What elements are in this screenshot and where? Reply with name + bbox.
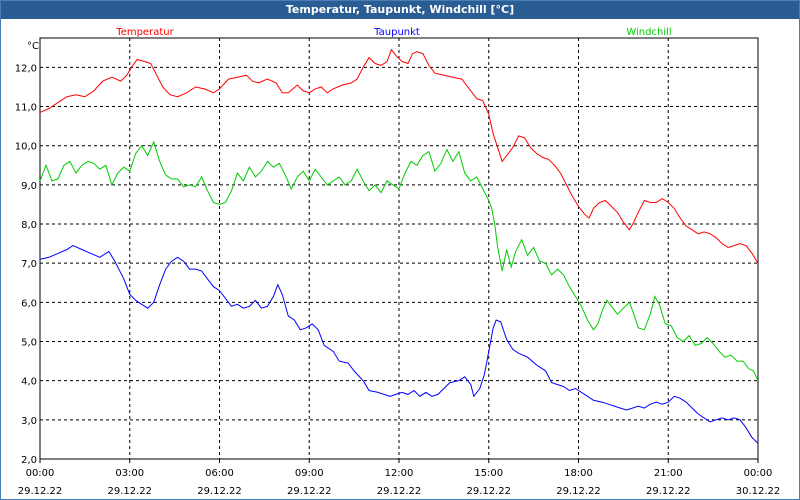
x-tick-date: 29.12.22: [287, 486, 332, 497]
y-tick-label: 3,0: [21, 416, 37, 427]
x-tick-date: 29.12.22: [556, 486, 601, 497]
y-tick-label: 7,0: [21, 259, 37, 270]
plot-frame: [39, 37, 759, 460]
y-tick-label: 6,0: [21, 298, 37, 309]
legend-taupunkt: Taupunkt: [373, 27, 420, 38]
x-tick-time: 15:00: [474, 468, 503, 479]
x-tick-time: 06:00: [205, 468, 234, 479]
x-tick-date: 30.12.22: [736, 486, 781, 497]
y-tick-label: 8,0: [21, 220, 37, 231]
legend-temperatur: Temperatur: [115, 27, 174, 38]
x-tick-time: 03:00: [115, 468, 144, 479]
x-tick-date: 29.12.22: [107, 486, 152, 497]
grid-layer: [39, 38, 759, 460]
x-tick-time: 09:00: [295, 468, 324, 479]
x-tick-date: 29.12.22: [466, 486, 511, 497]
legend: Temperatur Taupunkt Windchill: [115, 27, 671, 38]
y-tick-label: 4,0: [21, 377, 37, 388]
y-tick-label: 12,0: [15, 63, 37, 74]
chart-canvas: 2,0 3,0 4,0 5,0 6,0 7,0 8,0 9,0 10,0 11,0 12,0 00:0…: [15, 27, 781, 497]
y-tick-label: 10,0: [15, 142, 37, 153]
y-tick-label: 9,0: [21, 181, 37, 192]
y-tick-label: 5,0: [21, 338, 37, 349]
x-tick-date: 29.12.22: [197, 486, 242, 497]
series-line-temperatur: [39, 48, 759, 264]
window-title: Temperatur, Taupunkt, Windchill [°C]: [1, 1, 799, 19]
x-tick-time: 12:00: [385, 468, 414, 479]
y-axis-unit-label: °C: [27, 41, 39, 52]
x-tick-time: 18:00: [564, 468, 593, 479]
y-tick-label: 11,0: [15, 103, 37, 114]
x-tick-date: 29.12.22: [18, 486, 63, 497]
x-tick-time: 00:00: [26, 468, 55, 479]
y-tick-label: 2,0: [21, 455, 37, 466]
axis-layer: 2,0 3,0 4,0 5,0 6,0 7,0 8,0 9,0 10,0 11,0 12,0 00:0…: [15, 37, 781, 497]
legend-windchill: Windchill: [626, 27, 671, 38]
series-line-windchill: [39, 140, 759, 381]
x-tick-time: 00:00: [744, 468, 773, 479]
x-tick-time: 21:00: [654, 468, 683, 479]
x-tick-date: 29.12.22: [377, 486, 422, 497]
series-layer: [39, 48, 759, 444]
series-line-taupunkt: [39, 245, 759, 444]
x-tick-date: 29.12.22: [646, 486, 691, 497]
